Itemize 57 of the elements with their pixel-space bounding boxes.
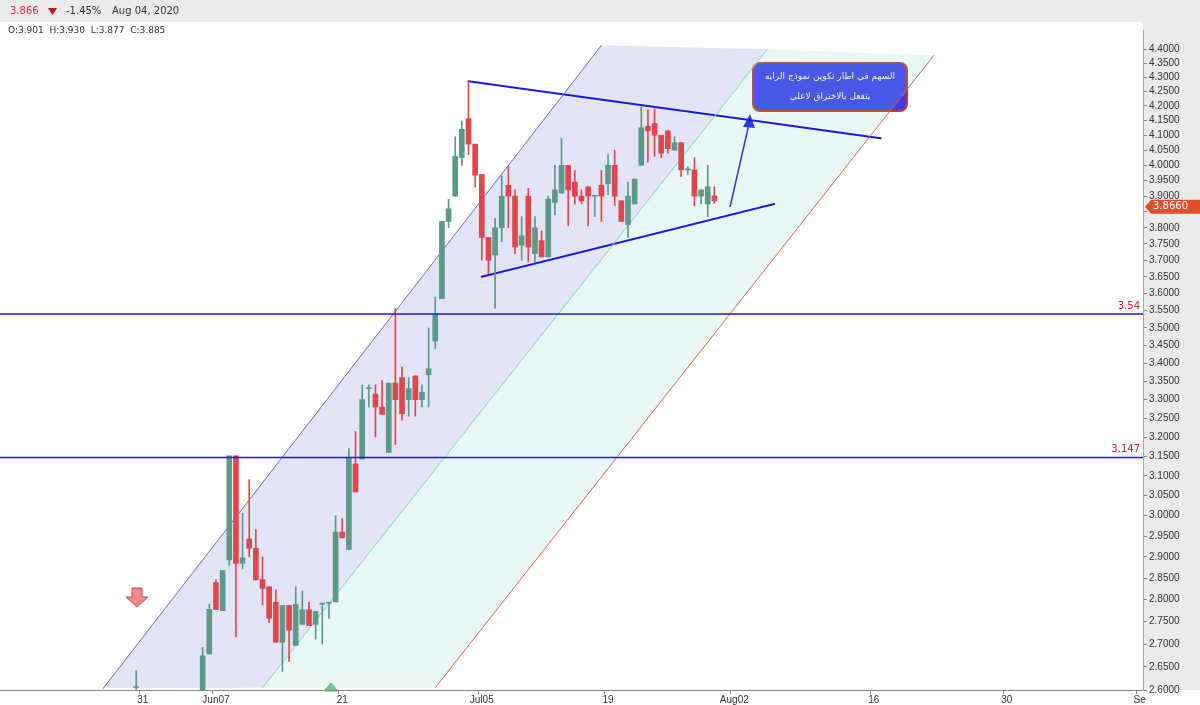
y-tick-label: 3.7500 bbox=[1149, 237, 1181, 249]
y-tick-label: 3.8000 bbox=[1149, 221, 1181, 233]
y-tick-label: 3.4000 bbox=[1149, 357, 1181, 369]
y-tick-label: 2.6000 bbox=[1149, 683, 1181, 695]
y-tick-label: 3.5000 bbox=[1149, 321, 1181, 333]
y-tick-label: 3.1500 bbox=[1149, 450, 1181, 462]
text: -1.45% bbox=[66, 5, 102, 16]
y-tick-label: 2.9000 bbox=[1149, 550, 1181, 562]
candlestick bbox=[585, 186, 591, 227]
y-tick-label: 3.3500 bbox=[1149, 375, 1181, 387]
annotation: السهم في اطار تكوين نموذج الرايه يتفعل بالاختراق لاعلي bbox=[752, 62, 908, 112]
y-tick-label: 4.2500 bbox=[1149, 85, 1181, 97]
y-tick-label: 2.9500 bbox=[1149, 529, 1181, 541]
y-tick-label: 3.4500 bbox=[1149, 339, 1181, 351]
ref-line-label: 3.54 bbox=[1117, 299, 1140, 311]
y-tick-label: 4.0000 bbox=[1149, 159, 1181, 171]
text: 3.866 bbox=[10, 5, 39, 16]
y-tick-label: 3.7000 bbox=[1149, 254, 1181, 266]
y-tick-label: 3.2000 bbox=[1149, 430, 1181, 442]
y-tick-label: 3.2500 bbox=[1149, 411, 1181, 423]
y-tick-label: 4.0500 bbox=[1149, 143, 1181, 155]
x-tick-label: 19 bbox=[602, 693, 615, 705]
y-tick-label: 4.3000 bbox=[1149, 70, 1181, 82]
ref-line-label: 3.147 bbox=[1111, 443, 1140, 455]
y-tick-label: 3.0000 bbox=[1149, 509, 1181, 521]
text: Aug 04, 2020 bbox=[112, 5, 180, 16]
x-tick-label: 21 bbox=[336, 693, 349, 705]
y-tick-label: 3.6000 bbox=[1149, 287, 1181, 299]
x-tick-label: 30 bbox=[1001, 693, 1013, 705]
x-tick-label: Se bbox=[1133, 693, 1147, 705]
candlestick bbox=[133, 670, 140, 690]
y-tick-label: 4.3500 bbox=[1149, 56, 1181, 68]
y-tick-label: 3.1000 bbox=[1149, 469, 1181, 481]
x-tick-label: 31 bbox=[137, 693, 149, 705]
y-tick-label: 3.6500 bbox=[1149, 270, 1181, 282]
y-tick-label: 2.7500 bbox=[1149, 615, 1181, 627]
text: 3.8660 bbox=[1153, 200, 1188, 212]
y-tick-label: 4.1000 bbox=[1149, 128, 1181, 140]
annotation: O:3.901 H:3.930 L:3.877 C:3.885 bbox=[8, 25, 166, 35]
y-tick-label: 2.8000 bbox=[1149, 593, 1181, 605]
y-tick-label: 4.4000 bbox=[1149, 42, 1181, 54]
x-tick-label: Jun07 bbox=[202, 693, 231, 705]
y-tick-label: 4.1500 bbox=[1149, 114, 1181, 126]
y-tick-label: 4.2000 bbox=[1149, 99, 1181, 111]
y-tick-label: 3.3000 bbox=[1149, 393, 1181, 405]
candlestick bbox=[365, 384, 372, 408]
y-tick-label: 3.5500 bbox=[1149, 304, 1181, 316]
y-tick-label: 3.0500 bbox=[1149, 489, 1181, 501]
y-tick-label: 2.7000 bbox=[1149, 637, 1181, 649]
y-tick-label: 2.8500 bbox=[1149, 571, 1181, 583]
y-tick-label: 3.9000 bbox=[1149, 189, 1181, 201]
x-tick-label: Jul05 bbox=[469, 693, 495, 705]
y-tick-label: 3.9500 bbox=[1149, 174, 1181, 186]
x-tick-label: 16 bbox=[868, 693, 880, 705]
x-tick-label: Aug02 bbox=[719, 693, 750, 705]
candlestick bbox=[379, 380, 385, 415]
y-tick-label: 2.6500 bbox=[1149, 660, 1181, 672]
